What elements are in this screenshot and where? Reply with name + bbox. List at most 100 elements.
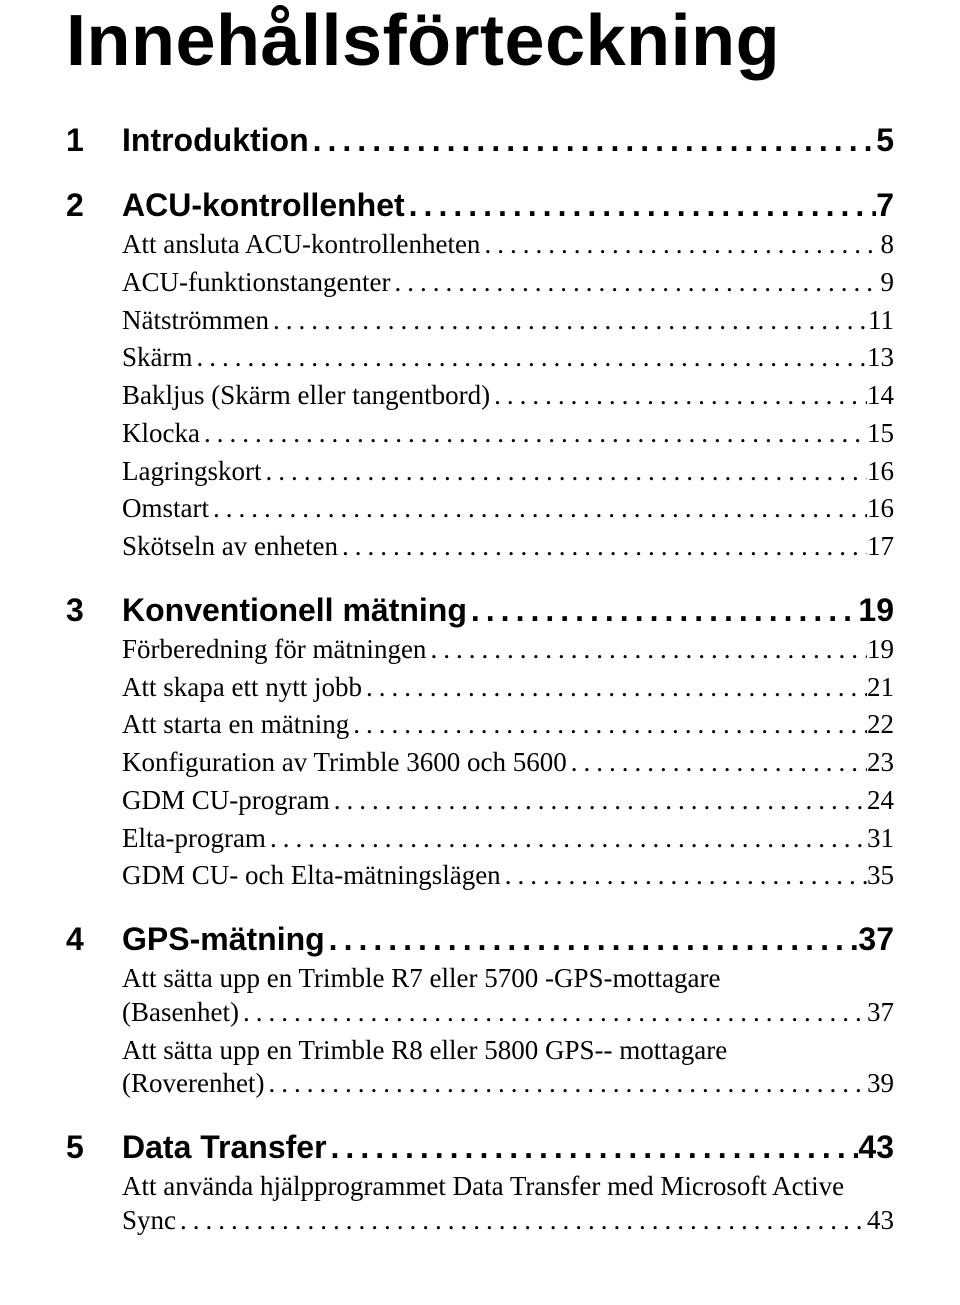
toc-item-row: Elta-program ...........................… [122, 822, 894, 856]
toc-leader: ........................................… [567, 746, 867, 780]
toc-item-line2: (Roverenhet) ...........................… [122, 1067, 894, 1101]
toc-section-page: 37 [858, 921, 894, 958]
toc-item-page: 21 [867, 671, 894, 705]
toc-item-label: (Roverenhet) [122, 1067, 264, 1101]
toc-leader: ........................................… [200, 417, 867, 451]
toc-item-row: GDM CU-program .........................… [122, 784, 894, 818]
toc-leader: ........................................… [338, 530, 867, 564]
toc-item-row: Lagringskort ...........................… [122, 455, 894, 489]
toc-item-row: ACU-funktionstangenter .................… [122, 266, 894, 300]
toc-leader: ........................................… [176, 1204, 867, 1238]
toc-section-number: 2 [66, 187, 122, 224]
toc-leader: ........................................… [349, 708, 867, 742]
toc-item-page: 11 [868, 304, 894, 338]
toc-item-label: Att skapa ett nytt jobb [122, 671, 362, 705]
toc-section-page: 7 [876, 187, 894, 224]
toc-item-row: Att använda hjälpprogrammet Data Transfe… [122, 1170, 894, 1238]
toc-item-page: 35 [867, 859, 894, 893]
toc-item-page: 31 [867, 822, 894, 856]
toc-item-label: Att starta en mätning [122, 708, 349, 742]
toc-section-label: Data Transfer [122, 1129, 327, 1166]
toc-item-label: Att sätta upp en Trimble R7 eller 5700 -… [122, 962, 894, 996]
toc-item-page: 22 [867, 708, 894, 742]
toc-item-label: (Basenhet) [122, 996, 239, 1030]
toc-item-page: 13 [867, 341, 894, 375]
toc-leader: ........................................… [330, 784, 867, 818]
toc-item-label: Lagringskort [122, 455, 261, 489]
toc-item-row: Att starta en mätning ..................… [122, 708, 894, 742]
toc-item-label: GDM CU-program [122, 784, 330, 818]
toc-item-label: GDM CU- och Elta-mätningslägen [122, 859, 501, 893]
toc-section-row: 5Data Transfer .........................… [66, 1129, 894, 1166]
toc-leader: ........................................… [261, 455, 867, 489]
toc-section-row: 4GPS-mätning ...........................… [66, 921, 894, 958]
toc-item-label: Omstart [122, 492, 209, 526]
toc-leader: ........................................… [501, 859, 867, 893]
toc-section-page: 43 [858, 1129, 894, 1166]
toc-leader: ........................................… [239, 996, 867, 1030]
toc-section-number: 5 [66, 1129, 122, 1166]
toc-item-row: Att skapa ett nytt jobb ................… [122, 671, 894, 705]
toc-section-row: 1Introduktion ..........................… [66, 122, 894, 159]
toc-page: Innehållsförteckning 1Introduktion .....… [0, 0, 960, 1278]
toc-item-label: Sync [122, 1204, 176, 1238]
toc-item-page: 16 [867, 455, 894, 489]
toc-item-row: Klocka .................................… [122, 417, 894, 451]
toc-leader: ........................................… [309, 122, 877, 159]
toc-section-number: 1 [66, 122, 122, 159]
toc-section-label: Introduktion [122, 122, 309, 159]
toc-section-number: 4 [66, 921, 122, 958]
toc-item-page: 15 [867, 417, 894, 451]
toc-section-label: Konventionell mätning [122, 592, 467, 629]
toc-item-page: 24 [867, 784, 894, 818]
toc-leader: ........................................… [325, 921, 859, 958]
toc-item-page: 39 [867, 1067, 894, 1101]
toc-item-page: 8 [881, 228, 895, 262]
toc-leader: ........................................… [426, 633, 867, 667]
toc-item-row: Bakljus (Skärm eller tangentbord) ......… [122, 379, 894, 413]
toc-section-number: 3 [66, 592, 122, 629]
toc-section-row: 2ACU-kontrollenhet .....................… [66, 187, 894, 224]
toc-item-label: Skärm [122, 341, 193, 375]
toc-section-row: 3Konventionell mätning .................… [66, 592, 894, 629]
toc-section-label: ACU-kontrollenhet [122, 187, 405, 224]
toc-section-page: 5 [876, 122, 894, 159]
toc-item-page: 23 [867, 746, 894, 780]
toc-item-page: 43 [867, 1204, 894, 1238]
toc-leader: ........................................… [490, 379, 867, 413]
toc-item-row: Omstart ................................… [122, 492, 894, 526]
toc-item-label: Skötseln av enheten [122, 530, 338, 564]
toc-item-line2: (Basenhet) .............................… [122, 996, 894, 1030]
toc-leader: ........................................… [193, 341, 868, 375]
toc-item-label: Elta-program [122, 822, 266, 856]
toc-item-row: Förberedning för mätningen .............… [122, 633, 894, 667]
toc-item-label: Nätströmmen [122, 304, 269, 338]
toc-item-page: 14 [867, 379, 894, 413]
toc-leader: ........................................… [362, 671, 867, 705]
toc-leader: ........................................… [266, 822, 867, 856]
toc-item-row: GDM CU- och Elta-mätningslägen .........… [122, 859, 894, 893]
toc-item-row: Skötseln av enheten ....................… [122, 530, 894, 564]
toc-leader: ........................................… [209, 492, 867, 526]
toc-item-page: 37 [867, 996, 894, 1030]
toc-item-label: Bakljus (Skärm eller tangentbord) [122, 379, 490, 413]
toc-item-label: Att sätta upp en Trimble R8 eller 5800 G… [122, 1034, 894, 1068]
toc-section-label: GPS-mätning [122, 921, 325, 958]
toc-item-row: Att ansluta ACU-kontrollenheten ........… [122, 228, 894, 262]
doc-title: Innehållsförteckning [66, 0, 894, 82]
toc-leader: ........................................… [390, 266, 880, 300]
toc-item-row: Att sätta upp en Trimble R8 eller 5800 G… [122, 1034, 894, 1102]
toc-item-row: Skärm ..................................… [122, 341, 894, 375]
toc-item-row: Att sätta upp en Trimble R7 eller 5700 -… [122, 962, 894, 1030]
toc-item-line2: Sync ...................................… [122, 1204, 894, 1238]
toc-item-page: 19 [867, 633, 894, 667]
toc-leader: ........................................… [405, 187, 877, 224]
toc-item-label: Att ansluta ACU-kontrollenheten [122, 228, 480, 262]
toc-item-page: 9 [881, 266, 895, 300]
toc-item-row: Nätströmmen ............................… [122, 304, 894, 338]
toc-item-page: 16 [867, 492, 894, 526]
toc-leader: ........................................… [269, 304, 868, 338]
toc-leader: ........................................… [264, 1067, 867, 1101]
toc-item-label: Att använda hjälpprogrammet Data Transfe… [122, 1170, 894, 1204]
toc-item-label: Konfiguration av Trimble 3600 och 5600 [122, 746, 567, 780]
